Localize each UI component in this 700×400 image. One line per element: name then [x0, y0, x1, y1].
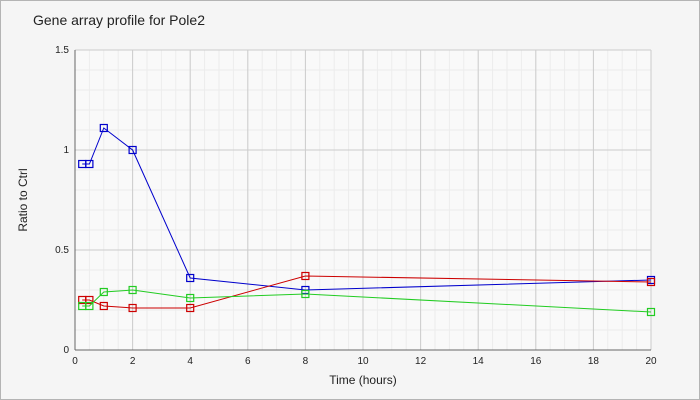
minor-gridlines: [74, 49, 652, 351]
x-tick-label: 18: [588, 356, 600, 367]
x-tick-label: 12: [415, 356, 427, 367]
y-tick-label: 0: [63, 345, 69, 356]
y-axis-ticks: 0 0.5 1 1.5: [55, 45, 69, 356]
x-tick-label: 4: [187, 356, 193, 367]
x-tick-label: 14: [473, 356, 485, 367]
x-tick-label: 8: [303, 356, 309, 367]
x-tick-label: 2: [130, 356, 136, 367]
series-1-point: [85, 159, 94, 169]
y-tick-label: 1: [63, 145, 69, 156]
series-line-3: [82, 289, 652, 313]
series-1-point: [128, 145, 137, 155]
series-3-point: [301, 289, 310, 299]
y-tick-label: 0.5: [55, 245, 69, 256]
series-3-point: [186, 293, 195, 303]
series-3-point: [646, 307, 656, 317]
x-tick-label: 16: [530, 356, 542, 367]
series-3-point: [128, 285, 137, 295]
series-2-point: [301, 271, 310, 281]
series-3-point: [85, 301, 94, 311]
x-tick-label: 20: [645, 356, 657, 367]
series-2-point: [128, 303, 137, 313]
series-group: [78, 123, 656, 317]
x-axis-ticks: 0 2 4 6 8 10 12 14 16 18 20: [72, 356, 657, 367]
series-3-point: [99, 287, 108, 297]
chart-title: Gene array profile for Pole2: [33, 12, 205, 28]
series-2-point: [646, 277, 656, 287]
series-line-2: [82, 275, 652, 309]
x-tick-label: 10: [357, 356, 369, 367]
x-tick-label: 6: [245, 356, 251, 367]
series-2-point: [99, 301, 108, 311]
series-2-point: [85, 295, 94, 305]
x-tick-label: 0: [72, 356, 78, 367]
x-axis-label: Time (hours): [329, 373, 397, 387]
y-tick-label: 1.5: [55, 45, 69, 56]
series-2-point: [186, 303, 195, 313]
series-1-point: [99, 123, 108, 133]
y-axis-label: Ratio to Ctrl: [16, 168, 30, 231]
series-1-point: [186, 273, 195, 283]
